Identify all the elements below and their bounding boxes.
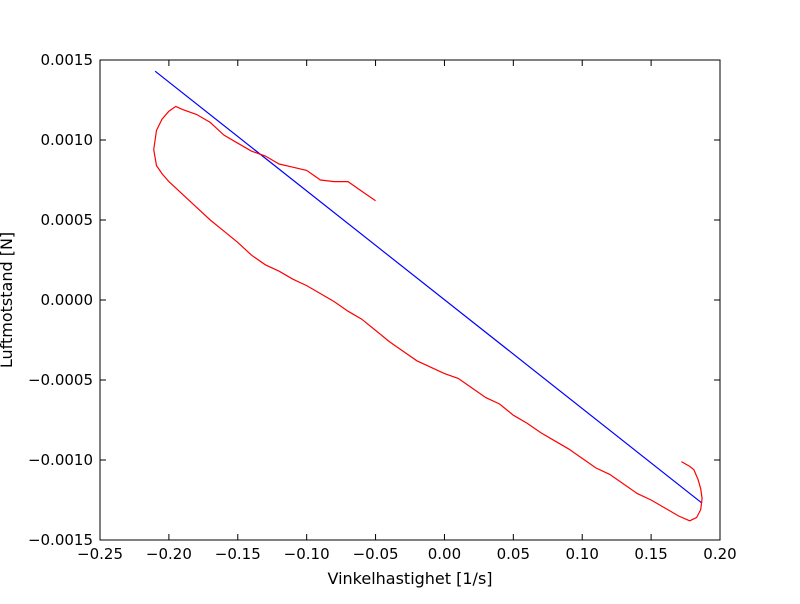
x-tick-label: −0.20 [146,545,192,563]
y-tick-label: −0.0005 [28,371,93,389]
x-tick-label: 0.20 [703,545,736,563]
y-tick-label: 0.0010 [41,131,94,149]
series-line-2 [153,105,703,522]
x-tick-label: −0.05 [353,545,399,563]
x-tick-label: 0.10 [566,545,599,563]
y-axis-label: Luftmotstand [N] [0,232,16,368]
x-tick-label: −0.15 [215,545,261,563]
y-tick-label: 0.0000 [41,291,94,309]
x-tick-label: −0.10 [284,545,330,563]
x-tick-label: −0.25 [77,545,123,563]
series-line-1 [154,70,703,504]
y-tick-label: 0.0015 [41,51,94,69]
series-layer [153,70,703,522]
ticks-layer: −0.25 −0.20 −0.15 −0.10 −0.05 0.00 0.05 0.10 0.1… [28,51,737,563]
plot-frame [99,59,721,541]
x-tick-label: 0.00 [428,545,461,563]
x-axis-label: Vinkelhastighet [1/s] [327,569,492,588]
y-tick-label: −0.0015 [28,531,93,549]
x-tick-label: 0.15 [634,545,667,563]
y-tick-label: −0.0010 [28,451,93,469]
x-tick-label: 0.05 [497,545,530,563]
y-tick-label: 0.0005 [41,211,94,229]
